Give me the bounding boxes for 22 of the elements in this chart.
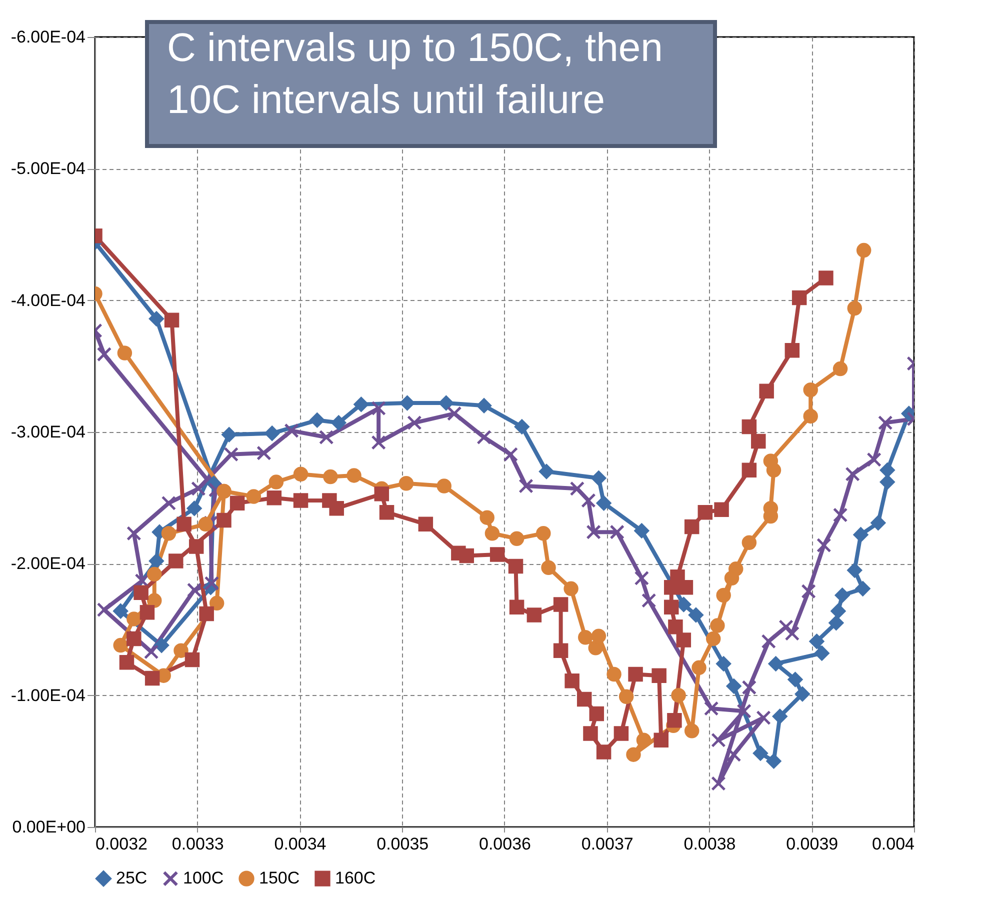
legend-label: 25C <box>116 868 148 888</box>
y-tick-label: -3.00E-04 <box>10 422 86 442</box>
legend-label: 100C <box>183 868 224 888</box>
y-tick-label: -5.00E-04 <box>10 159 86 178</box>
x-tick-label: 0.0038 <box>684 834 736 854</box>
x-tick-label: 0.0032 <box>96 834 148 854</box>
x-tick-label: 0.0035 <box>376 834 429 854</box>
y-tick-label: -4.00E-04 <box>10 290 86 310</box>
x-tick-label: 0.0033 <box>172 834 224 854</box>
x-tick-label: 0.0037 <box>581 834 634 854</box>
y-tick-label: -6.00E-04 <box>10 28 86 46</box>
annotation: C intervals up to 150C, then <box>167 26 663 70</box>
x-tick-label: 0.0036 <box>479 834 531 854</box>
x-tick-label: 0.0034 <box>274 834 326 854</box>
y-tick-label: -1.00E-04 <box>10 686 86 705</box>
y-tick-label: 0.00E+00 <box>12 818 86 836</box>
annotation: 10C intervals until failure <box>167 78 605 122</box>
legend-label: 150C <box>259 868 300 888</box>
x-tick-label: 0.0039 <box>786 834 838 854</box>
legend-label: 160C <box>335 868 376 888</box>
y-tick-label: -2.00E-04 <box>10 554 86 574</box>
x-tick-label: 0.004 <box>872 834 914 854</box>
